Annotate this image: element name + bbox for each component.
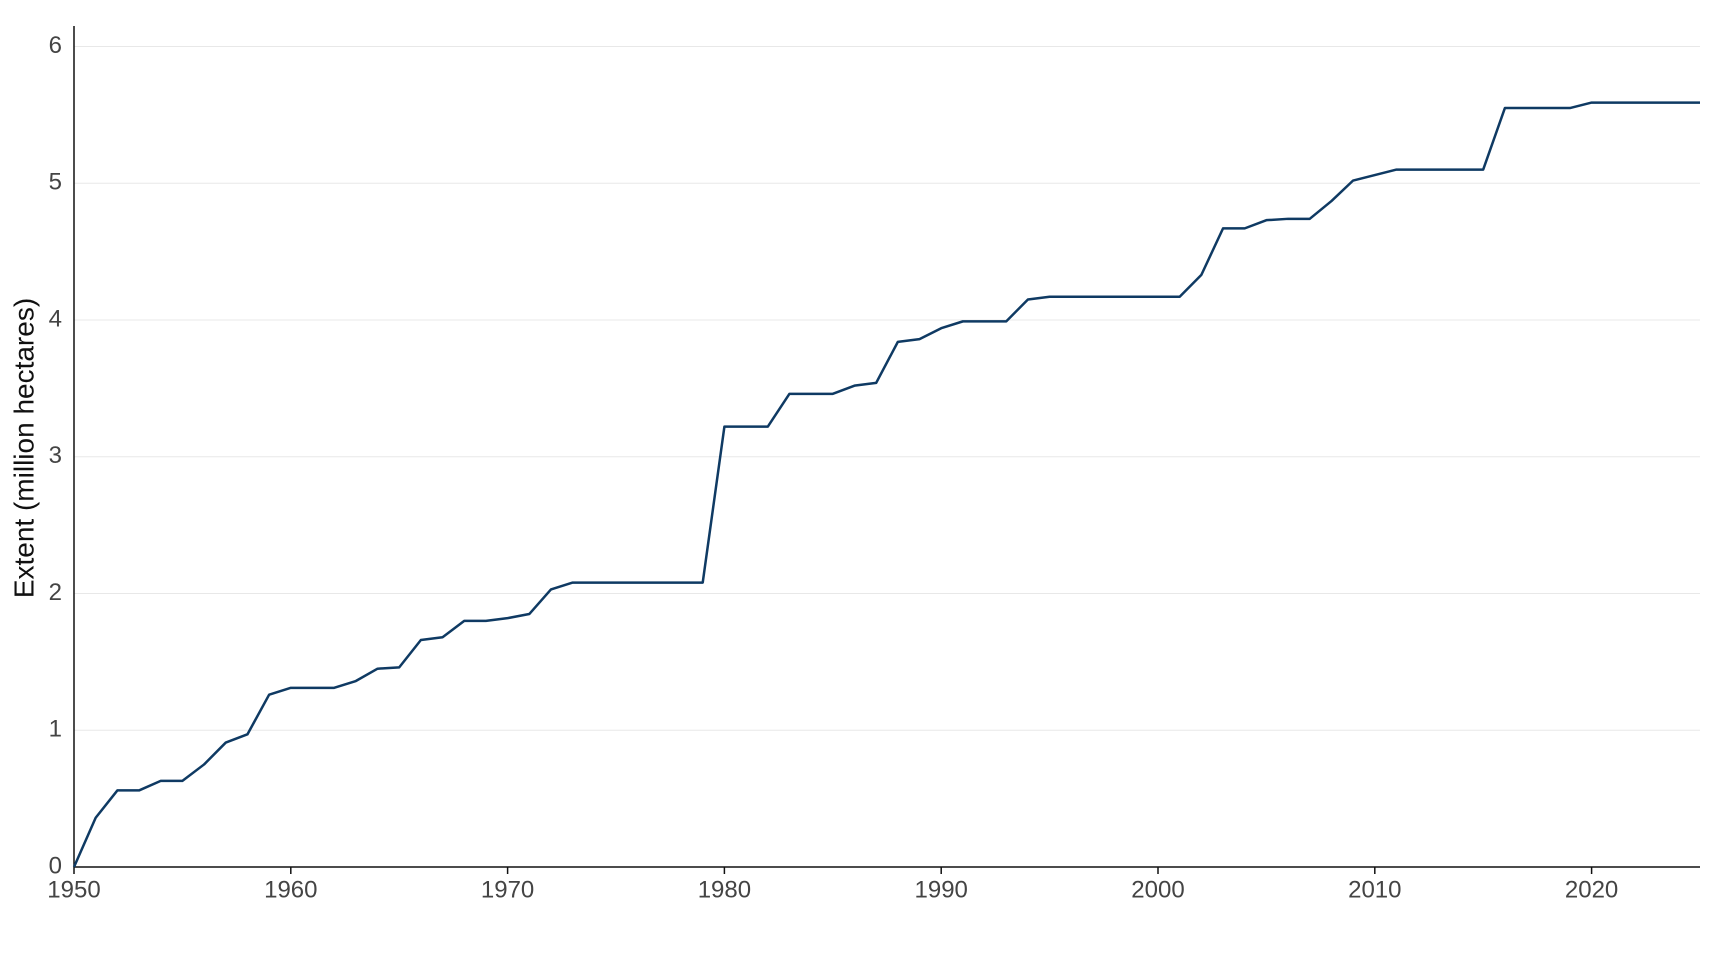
x-tick-label: 1950 <box>47 876 100 903</box>
x-tick-label: 2020 <box>1565 876 1618 903</box>
y-tick-label: 1 <box>49 716 62 743</box>
y-axis-label: Extent (million hectares) <box>8 298 39 598</box>
x-tick-label: 1960 <box>264 876 317 903</box>
y-tick-label: 3 <box>49 442 62 469</box>
data-line <box>72 101 1700 868</box>
y-tick-label: 2 <box>49 579 62 606</box>
y-tick-label: 4 <box>49 305 62 332</box>
y-tick-label: 6 <box>49 32 62 59</box>
y-tick-label: 5 <box>49 169 62 196</box>
x-tick-label: 1980 <box>698 876 751 903</box>
x-tick-label: 1970 <box>481 876 534 903</box>
x-tick-label: 2010 <box>1348 876 1401 903</box>
y-tick-label: 0 <box>49 852 62 879</box>
x-tick-label: 2000 <box>1131 876 1184 903</box>
x-tick-label: 1990 <box>915 876 968 903</box>
